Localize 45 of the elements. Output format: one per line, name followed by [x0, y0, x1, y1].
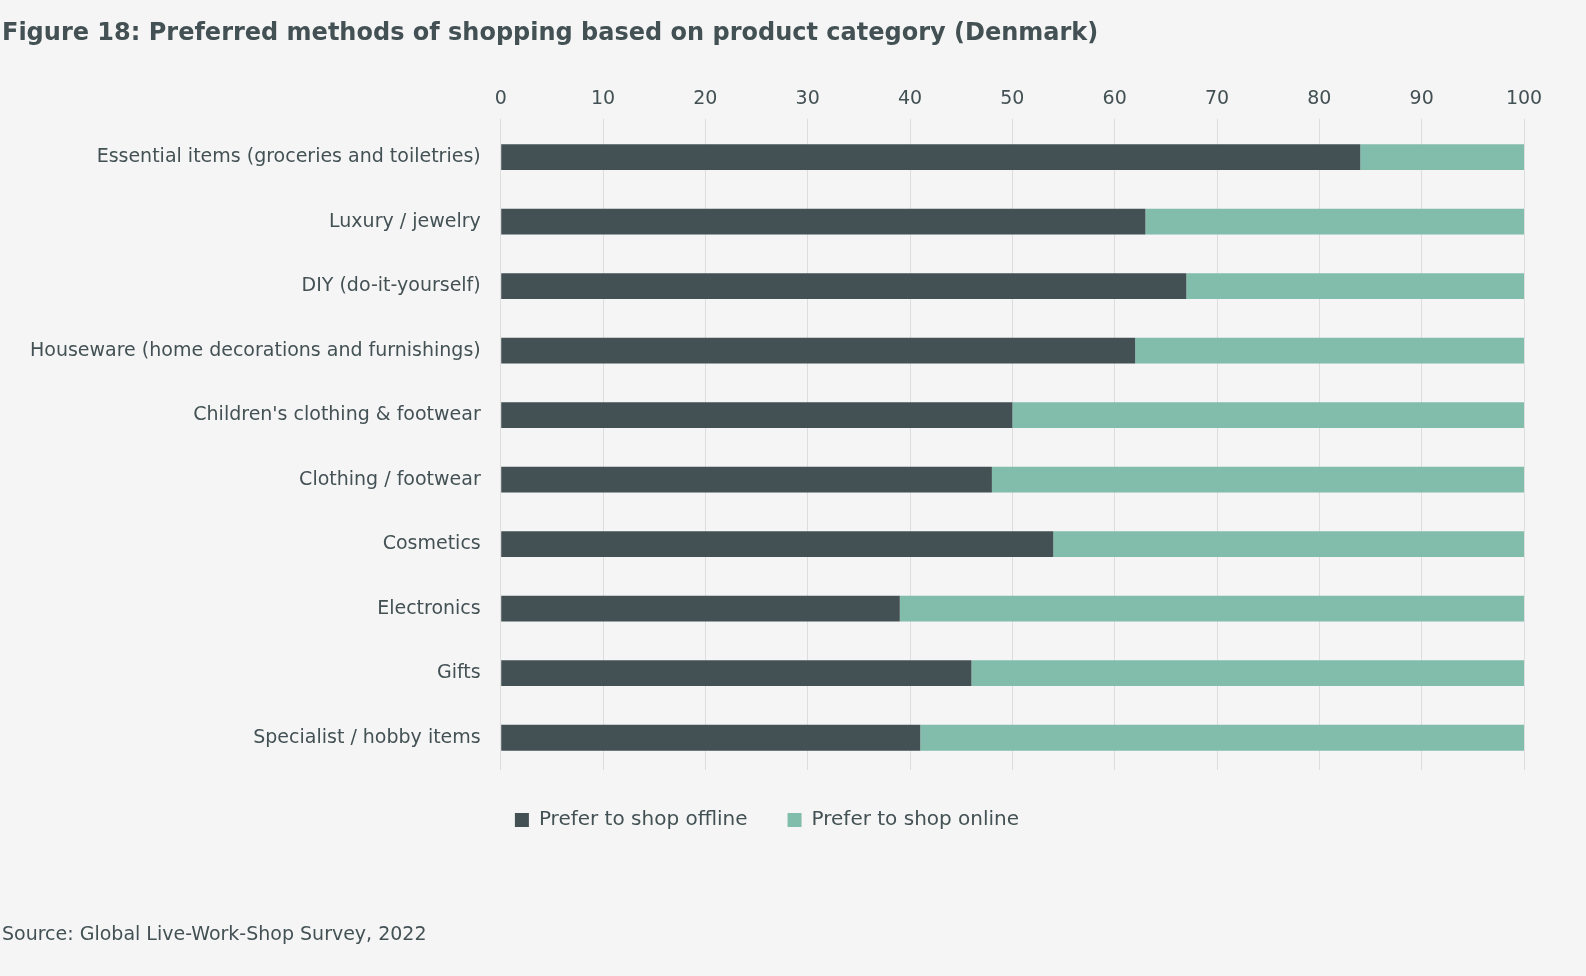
y-tick-label: Electronics	[377, 595, 481, 618]
bar	[501, 660, 972, 687]
bar	[501, 531, 1054, 558]
x-tick-label: 30	[795, 86, 820, 109]
bar	[899, 595, 1524, 622]
y-tick-label: Luxury / jewelry	[329, 208, 481, 231]
bar	[920, 724, 1524, 751]
bar	[501, 724, 921, 751]
bar	[1012, 402, 1524, 429]
bar	[1145, 208, 1524, 235]
bar	[501, 273, 1187, 299]
x-tick-label: 60	[1102, 86, 1127, 109]
bar	[501, 402, 1013, 429]
bar	[991, 466, 1524, 493]
x-tick-label: 90	[1409, 86, 1434, 109]
y-tick-label: Clothing / footwear	[299, 466, 481, 489]
x-tick-label: 50	[1000, 86, 1025, 109]
legend-label: Prefer to shop online	[811, 806, 1020, 831]
x-tick-label: 20	[693, 86, 718, 109]
source-note: Source: Global Live-Work-Shop Survey, 2022	[2, 922, 427, 944]
x-tick-label: 40	[897, 86, 923, 109]
chart-title: Figure 18: Preferred methods of shopping based on product category (Denmark)	[2, 18, 1099, 46]
y-tick-label: Cosmetics	[382, 531, 481, 554]
y-tick-label: Gifts	[437, 660, 481, 683]
y-tick-label: Children's clothing & footwear	[193, 402, 481, 425]
bar	[501, 208, 1146, 235]
bar	[1135, 337, 1524, 364]
bar	[1360, 144, 1524, 170]
y-tick-label: Specialist / hobby items	[253, 724, 481, 747]
bar	[971, 660, 1524, 687]
y-tick-label: Essential items (groceries and toiletries)	[96, 144, 481, 166]
bar	[1186, 273, 1524, 299]
bar	[501, 466, 992, 493]
bar	[501, 595, 900, 622]
x-tick-label: 80	[1307, 86, 1332, 109]
y-tick-label: Houseware (home decorations and furnishings)	[29, 337, 481, 360]
y-tick-label: DIY (do-it-yourself)	[301, 273, 481, 296]
bar	[501, 337, 1136, 364]
x-tick-label: 0	[494, 86, 507, 109]
bar	[1053, 531, 1524, 558]
bar	[501, 144, 1361, 170]
x-tick-label: 10	[590, 86, 616, 109]
legend-label: Prefer to shop offline	[538, 806, 748, 831]
x-tick-label: 100	[1505, 86, 1543, 109]
x-tick-label: 70	[1204, 86, 1230, 109]
